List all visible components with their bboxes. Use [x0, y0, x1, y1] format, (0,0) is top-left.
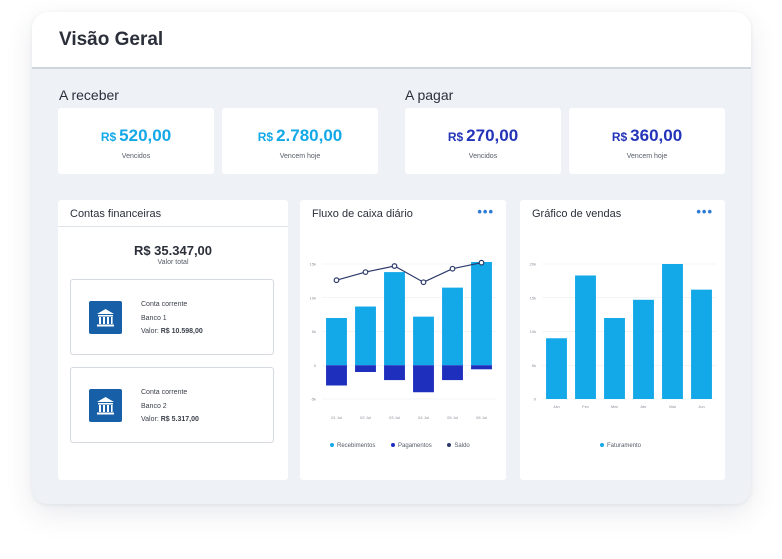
bar-recebimentos [413, 316, 434, 366]
receivable-today-caption: Vencem hoje [279, 153, 321, 160]
account-card-1[interactable]: Conta corrente Banco 1 Valor: R$ 10.598,… [70, 279, 274, 355]
legend-item-recebimentos: Recebimentos [330, 443, 375, 449]
cash-flow-panel: Fluxo de caixa diário ••• 15k 10k 5k 0 -5k 01… [300, 200, 506, 480]
bar-pagamentos [355, 365, 376, 372]
y-tick-label: 20k [530, 262, 536, 267]
account-type: Conta corrente [141, 301, 188, 308]
bar-faturamento [604, 318, 625, 399]
y-tick-label: 10k [310, 295, 316, 300]
bar-pagamentos [326, 365, 347, 386]
y-tick-label: 0 [534, 397, 537, 402]
sales-legend: Faturamento [600, 443, 655, 449]
payable-today-card[interactable]: R$ 360,00 Vencem hoje [569, 108, 725, 174]
x-tick-label: 04 Jul [418, 415, 429, 420]
page-title: Visão Geral [59, 29, 164, 50]
data-point-saldo [333, 277, 340, 284]
accounts-total-label: Valor total [157, 259, 189, 266]
account-value: Valor: R$ 5.317,00 [141, 416, 199, 423]
cash-flow-legend: Recebimentos Pagamentos Saldo [330, 443, 484, 449]
receivables-label: A receber [59, 87, 119, 103]
sales-chart: 20k 15k 10k 5k 0 Jan Fev Mar Abr Mai Jun [530, 262, 716, 409]
dashboard-window: Visão Geral A receber R$ 520,00 Vencidos … [32, 12, 751, 504]
receivable-today-card[interactable]: R$ 2.780,00 Vencem hoje [222, 108, 378, 174]
receivable-today-amount: R$ 2.780,00 [257, 126, 343, 145]
bar-recebimentos [471, 261, 492, 366]
legend-item-faturamento: Faturamento [600, 443, 641, 449]
payable-today-caption: Vencem hoje [626, 153, 668, 160]
panel-divider [58, 226, 288, 227]
y-tick-label: 0 [314, 363, 317, 368]
receivable-overdue-caption: Vencidos [121, 153, 151, 160]
sales-chart-panel: Gráfico de vendas ••• 20k 15k 10k 5k 0 Jan Fev… [520, 200, 725, 480]
payables-label: A pagar [405, 87, 454, 103]
bar-faturamento [691, 289, 712, 399]
receivable-overdue-amount: R$ 520,00 [100, 126, 172, 145]
bar-faturamento [575, 275, 596, 399]
bar-pagamentos [471, 365, 492, 370]
bar-faturamento [633, 299, 654, 399]
payable-overdue-caption: Vencidos [468, 153, 498, 160]
financial-accounts-title: Contas financeiras [70, 208, 162, 220]
bar-pagamentos [413, 365, 434, 393]
x-tick-label: 01 Jul [331, 415, 342, 420]
cash-flow-menu-icon[interactable]: ••• [477, 204, 494, 219]
y-tick-label: 15k [310, 262, 316, 267]
bar-pagamentos [384, 365, 405, 381]
data-point-saldo [478, 259, 485, 266]
payable-overdue-amount: R$ 270,00 [447, 126, 519, 145]
y-tick-label: -5k [310, 397, 316, 402]
account-type: Conta corrente [141, 389, 188, 396]
account-value: Valor: R$ 10.598,00 [141, 328, 203, 335]
account-details-2: Conta corrente Banco 2 Valor: R$ 5.317,0… [141, 386, 199, 427]
x-tick-label: Jan [553, 404, 559, 409]
bank-icon [89, 389, 122, 422]
y-tick-label: 15k [530, 295, 536, 300]
receivable-overdue-card[interactable]: R$ 520,00 Vencidos [58, 108, 214, 174]
y-tick-label: 5k [312, 329, 316, 334]
sales-menu-icon[interactable]: ••• [696, 204, 713, 219]
y-tick-label: 10k [530, 329, 536, 334]
x-tick-label: 05 Jul [447, 415, 458, 420]
bar-recebimentos [442, 287, 463, 366]
legend-item-pagamentos: Pagamentos [391, 443, 432, 449]
bar-pagamentos [442, 365, 463, 381]
account-card-2[interactable]: Conta corrente Banco 2 Valor: R$ 5.317,0… [70, 367, 274, 443]
series-line-saldo [336, 262, 482, 283]
data-point-saldo [391, 263, 398, 269]
bar-faturamento [662, 264, 683, 399]
bar-faturamento [546, 338, 567, 399]
data-point-saldo [449, 265, 456, 272]
bar-recebimentos [355, 306, 376, 366]
account-bank: Banco 1 [141, 314, 167, 322]
accounts-total-value: R$ 35.347,00 [133, 243, 213, 258]
account-bank: Banco 2 [141, 402, 167, 410]
x-tick-label: 06 Jul [476, 415, 487, 420]
data-point-saldo [420, 279, 427, 286]
x-tick-label: Abr [640, 404, 647, 409]
x-tick-label: 03 Jul [389, 415, 400, 420]
bank-icon [89, 301, 122, 334]
x-tick-label: Mai [669, 404, 676, 409]
cash-flow-title: Fluxo de caixa diário [312, 208, 413, 220]
cash-flow-chart: 15k 10k 5k 0 -5k 01 Jul 02 Jul 03 Jul 04 Jul 05 J… [310, 259, 496, 420]
x-tick-label: Fev [582, 404, 589, 409]
x-tick-label: Mar [611, 404, 619, 409]
payable-today-amount: R$ 360,00 [611, 126, 683, 145]
bar-recebimentos [326, 318, 347, 366]
account-details-1: Conta corrente Banco 1 Valor: R$ 10.598,… [141, 298, 203, 339]
financial-accounts-panel: Contas financeiras R$ 35.347,00 Valor to… [58, 200, 288, 480]
bar-recebimentos [384, 272, 405, 366]
y-tick-label: 5k [532, 363, 536, 368]
data-point-saldo [362, 269, 369, 275]
payable-overdue-card[interactable]: R$ 270,00 Vencidos [405, 108, 561, 174]
sales-chart-title: Gráfico de vendas [532, 208, 622, 220]
legend-item-saldo: Saldo [447, 443, 470, 449]
x-tick-label: Jun [698, 404, 704, 409]
page-header: Visão Geral [32, 12, 751, 69]
x-tick-label: 02 Jul [360, 415, 371, 420]
